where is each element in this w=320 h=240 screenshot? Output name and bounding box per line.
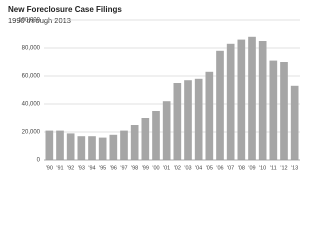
- x-tick-label: '11: [270, 165, 277, 171]
- x-tick-label: '01: [163, 165, 170, 171]
- page: New Foreclosure Case Filings 1990 throug…: [8, 5, 300, 172]
- x-tick-label: '06: [216, 165, 223, 171]
- x-tick-label: '92: [67, 165, 74, 171]
- bar: [216, 50, 224, 160]
- x-tick-label: '03: [184, 165, 191, 171]
- x-tick-label: '98: [131, 165, 138, 171]
- bar: [152, 111, 160, 160]
- bar: [237, 39, 246, 160]
- chart-title: New Foreclosure Case Filings: [8, 5, 122, 14]
- bar: [184, 80, 192, 160]
- bar: [130, 125, 139, 160]
- x-tick-label: '08: [238, 165, 245, 171]
- bar: [141, 118, 150, 160]
- bar: [162, 101, 171, 160]
- bar: [45, 130, 54, 160]
- x-tick-label: '05: [206, 165, 213, 171]
- x-tick-label: '99: [142, 165, 149, 171]
- bar: [226, 43, 235, 160]
- bar: [66, 133, 75, 160]
- bar: [280, 62, 288, 160]
- x-tick-label: '10: [259, 165, 266, 171]
- x-tick-label: '13: [291, 165, 298, 171]
- x-tick-label: '12: [280, 165, 287, 171]
- x-tick-label: '07: [227, 165, 234, 171]
- bar: [258, 41, 267, 160]
- x-tick-label: '09: [248, 165, 255, 171]
- y-tick-label: 80,000: [22, 46, 41, 52]
- bar: [109, 134, 118, 160]
- bar: [56, 130, 64, 160]
- bar: [269, 60, 278, 160]
- x-tick-label: '04: [195, 165, 202, 171]
- chart-subtitle: 1990 through 2013: [8, 16, 71, 25]
- x-tick-label: '97: [120, 165, 127, 171]
- y-tick-label: 100,000: [18, 18, 40, 24]
- bar: [120, 130, 128, 160]
- bar: [88, 136, 96, 160]
- x-tick-label: '94: [88, 165, 95, 171]
- x-tick-label: '02: [174, 165, 181, 171]
- y-tick-label: 0: [37, 158, 41, 164]
- x-tick-label: '95: [99, 165, 106, 171]
- bar: [205, 71, 214, 160]
- bar: [290, 85, 299, 160]
- bar: [98, 137, 107, 160]
- bar: [173, 83, 182, 160]
- y-tick-label: 40,000: [22, 102, 41, 108]
- chart: New Foreclosure Case Filings 1990 throug…: [8, 5, 300, 171]
- y-tick-label: 60,000: [22, 74, 41, 80]
- x-tick-label: '91: [56, 165, 63, 171]
- bar: [248, 36, 256, 160]
- x-tick-label: '96: [110, 165, 117, 171]
- x-tick-label: '90: [46, 165, 53, 171]
- x-tick-label: '93: [78, 165, 85, 171]
- bar: [194, 78, 203, 160]
- y-tick-label: 20,000: [22, 130, 41, 136]
- x-tick-label: '00: [152, 165, 159, 171]
- bar: [77, 136, 86, 160]
